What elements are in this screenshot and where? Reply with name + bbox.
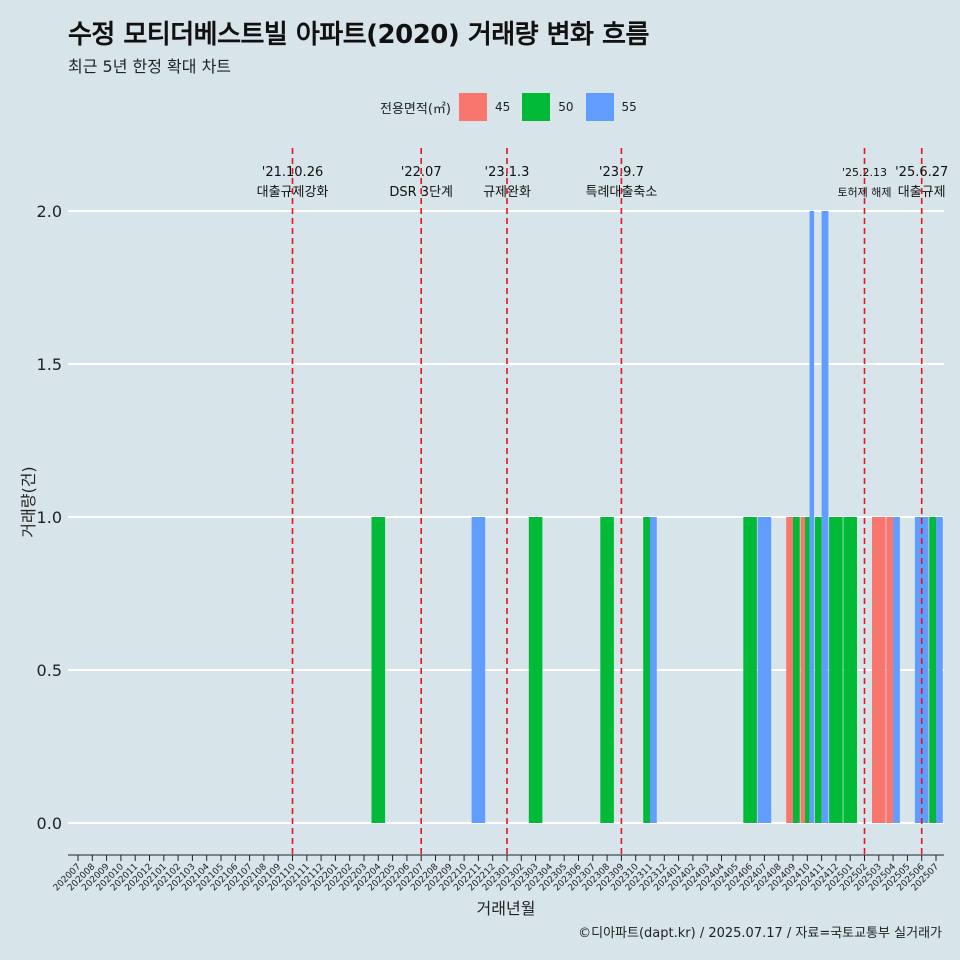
bar-55-202411 <box>821 211 829 823</box>
bar-50-202507 <box>929 517 936 823</box>
bar-50-202411 <box>814 517 822 823</box>
event-date: '23.9.7 <box>599 165 644 180</box>
legend-swatch-50 <box>522 93 551 121</box>
bar-50-202501 <box>843 517 857 823</box>
legend-label-45: 45 <box>494 100 511 114</box>
event-label: 특례대출축소 <box>586 185 658 200</box>
y-tick-label: 2.0 <box>37 202 62 221</box>
event-label: 규제완화 <box>483 185 531 200</box>
legend-label-50: 50 <box>558 100 574 114</box>
bar-55-202311 <box>650 517 657 823</box>
event-label: 토허제 해제 <box>837 185 891 199</box>
bar-45-202504 <box>886 517 894 823</box>
event-date: '21.10.26 <box>262 165 323 180</box>
source-caption: ©디아파트(dapt.kr) / 2025.07.17 / 자료=국토교통부 실… <box>578 926 942 941</box>
legend-swatch-45 <box>458 93 487 121</box>
y-tick-label: 0.0 <box>37 814 62 833</box>
y-tick-label: 1.5 <box>37 355 62 374</box>
legend-label-55: 55 <box>621 100 637 114</box>
bar-50-202410 <box>805 517 810 823</box>
chart-subtitle: 최근 5년 한정 확대 차트 <box>68 57 232 76</box>
event-date: '25.6.27 <box>895 165 948 180</box>
legend-swatch-55 <box>585 93 614 121</box>
event-label: 대출규제강화 <box>257 185 329 200</box>
event-label: DSR 3단계 <box>389 185 453 200</box>
event-label: 대출규제 <box>898 185 946 200</box>
x-axis-title: 거래년월 <box>477 899 536 918</box>
event-date: '22.07 <box>401 165 442 180</box>
bar-50-202204 <box>371 517 386 823</box>
legend-title: 전용면적(㎡) <box>380 101 451 117</box>
bar-55-202410 <box>809 211 815 823</box>
event-date: '23.1.3 <box>485 165 530 180</box>
bar-55-202407 <box>757 517 772 823</box>
legend: 전용면적(㎡) 45 50 55 <box>380 92 649 122</box>
bar-50-202409 <box>793 517 800 823</box>
chart-title: 수정 모티더베스트빌 아파트(2020) 거래량 변화 흐름 <box>68 20 649 50</box>
bar-55-202211 <box>471 517 486 823</box>
y-axis-title: 거래량(건) <box>19 466 38 537</box>
y-tick-label: 1.0 <box>37 508 62 527</box>
bar-45-202410 <box>800 517 806 823</box>
bar-50-202406 <box>743 517 757 823</box>
bar-50-202412 <box>829 517 843 823</box>
bar-45-202503 <box>872 517 886 823</box>
bar-55-202507 <box>936 517 943 823</box>
bar-50-202308 <box>600 517 614 823</box>
bar-55-202504 <box>893 517 900 823</box>
bar-50-202303 <box>528 517 543 823</box>
bar-45-202409 <box>786 517 793 823</box>
event-date: '25.2.13 <box>842 166 887 179</box>
y-tick-label: 0.5 <box>37 661 62 680</box>
bar-50-202311 <box>643 517 650 823</box>
